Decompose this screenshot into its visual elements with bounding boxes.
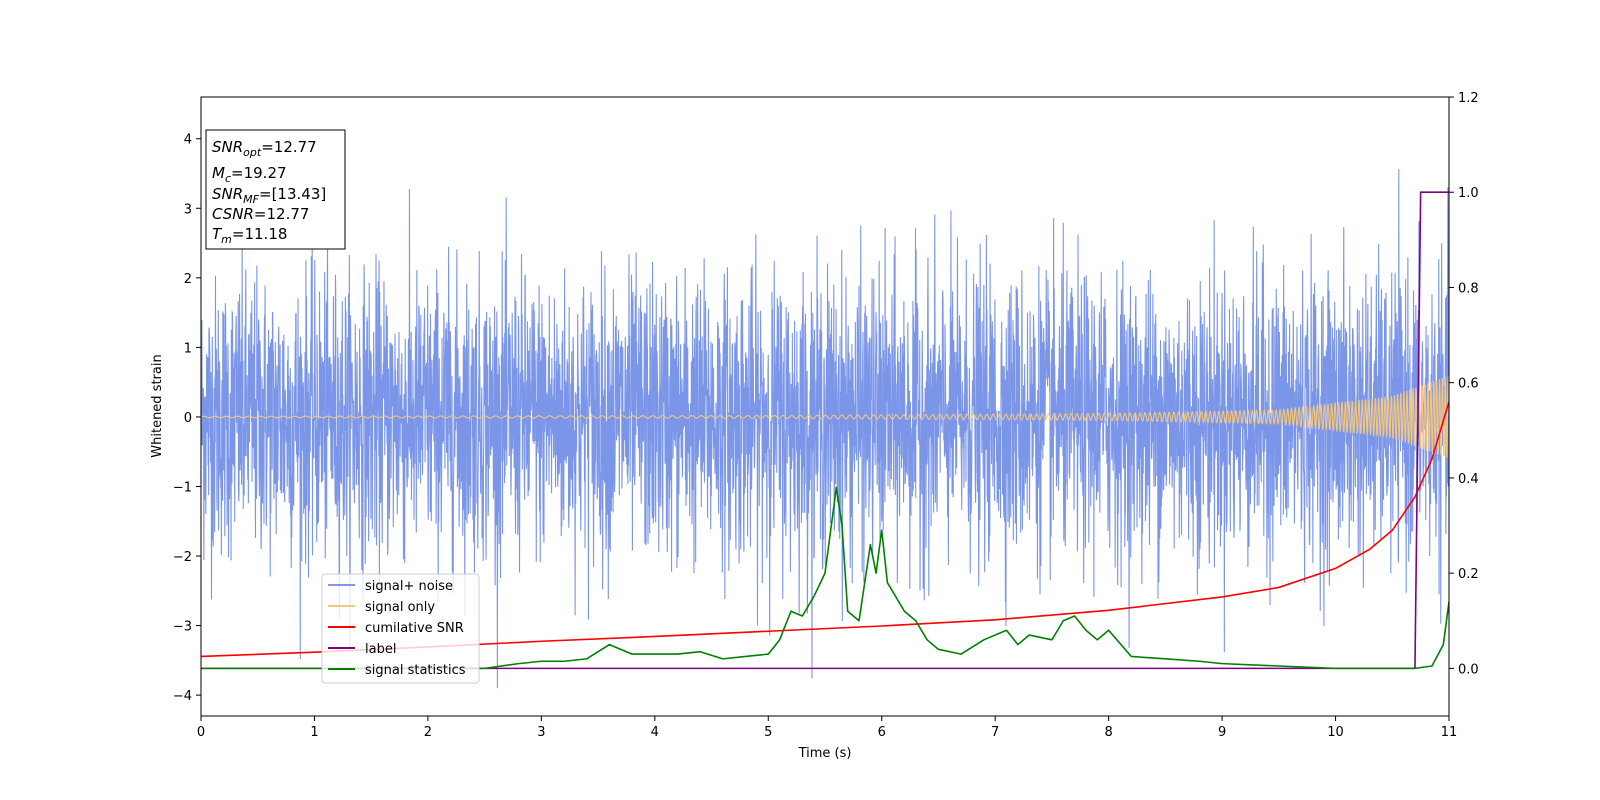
y-tick-label: −2 [173, 550, 192, 565]
y-tick-label: −1 [173, 480, 192, 495]
series-layer [201, 169, 1449, 689]
y2-tick-label: 0.4 [1458, 472, 1479, 487]
y-tick-label: 3 [184, 202, 192, 217]
y2-tick-label: 0.2 [1458, 567, 1479, 582]
annotation-value: =12.77 [261, 138, 317, 156]
annotation-subscript: MF [243, 193, 259, 206]
annotation-subscript: m [221, 233, 232, 246]
y-axis-label: Whitened strain [150, 354, 165, 457]
legend-entry-label: label [365, 642, 396, 657]
y-tick-label: 4 [184, 133, 192, 148]
y-tick-label: −3 [173, 620, 192, 635]
x-tick-label: 0 [197, 725, 205, 740]
y2-tick-label: 1.0 [1458, 186, 1479, 201]
y2-tick-label: 1.2 [1458, 91, 1479, 106]
x-tick-label: 1 [310, 725, 318, 740]
x-axis: 0 1 2 3 4 5 6 7 8 9 10 11 [197, 716, 1457, 740]
legend-frame [321, 573, 480, 684]
x-tick-label: 6 [878, 725, 886, 740]
x-axis-label: Time (s) [798, 746, 852, 761]
y-axis-right: 0.0 0.2 0.4 0.6 0.8 1.0 1.2 [1449, 91, 1479, 677]
annotation-line: SNRMF=[13.43] [212, 185, 326, 206]
legend-entry-label: cumilative SNR [365, 621, 464, 636]
annotation-symbol: SNR [212, 185, 243, 203]
plot-frame [200, 96, 1450, 717]
annotation-symbol: CSNR [212, 205, 254, 223]
x-tick-label: 4 [651, 725, 659, 740]
x-tick-label: 3 [537, 725, 545, 740]
x-tick-label: 11 [1441, 725, 1458, 740]
legend-entry-label: signal statistics [365, 663, 466, 678]
annotation-symbol: M [212, 164, 225, 182]
annotation-line: CSNR=12.77 [212, 205, 309, 223]
annotation-subscript: opt [243, 146, 262, 159]
legend-entry-label: signal+ noise [365, 579, 453, 594]
y2-tick-label: 0.8 [1458, 281, 1479, 296]
x-tick-label: 5 [764, 725, 772, 740]
series-signal-noise-line [201, 169, 1449, 689]
annotation-subscript: c [225, 172, 231, 185]
y-tick-label: 2 [184, 272, 192, 287]
annotation-value: =12.77 [254, 205, 310, 223]
annotation-symbol: SNR [212, 138, 243, 156]
y2-tick-label: 0.6 [1458, 377, 1479, 392]
annotation-line: Mc=19.27 [212, 164, 287, 185]
annotation-value: =[13.43] [259, 185, 326, 203]
y-tick-label: −4 [173, 689, 192, 704]
x-tick-label: 2 [424, 725, 432, 740]
series-signal-only-line [201, 375, 1449, 458]
annotation-line: SNRopt=12.77 [212, 138, 317, 159]
x-tick-label: 7 [991, 725, 999, 740]
annotation-line: Tm=11.18 [212, 225, 287, 246]
x-tick-label: 9 [1218, 725, 1226, 740]
series-signal-statistics-line [201, 486, 1449, 670]
series-cumulative-snr-line [201, 401, 1449, 658]
x-tick-label: 8 [1104, 725, 1112, 740]
annotation-value: =11.18 [232, 225, 288, 243]
legend-entry-label: signal only [365, 600, 435, 615]
annotation-frame [205, 129, 346, 250]
y-tick-label: 0 [184, 411, 192, 426]
y2-tick-label: 0.0 [1458, 662, 1479, 677]
y-tick-label: 1 [184, 341, 192, 356]
annotation-box: SNRopt=12.77Mc=19.27SNRMF=[13.43]CSNR=12… [205, 129, 346, 250]
legend: signal+ noise signal only cumilative SNR la… [321, 573, 480, 684]
x-tick-label: 10 [1327, 725, 1344, 740]
annotation-symbol: T [212, 225, 223, 243]
annotation-value: =19.27 [231, 164, 287, 182]
y-axis-left: −4 −3 −2 −1 0 1 2 3 4 [173, 133, 201, 704]
series-label-line [201, 191, 1449, 670]
